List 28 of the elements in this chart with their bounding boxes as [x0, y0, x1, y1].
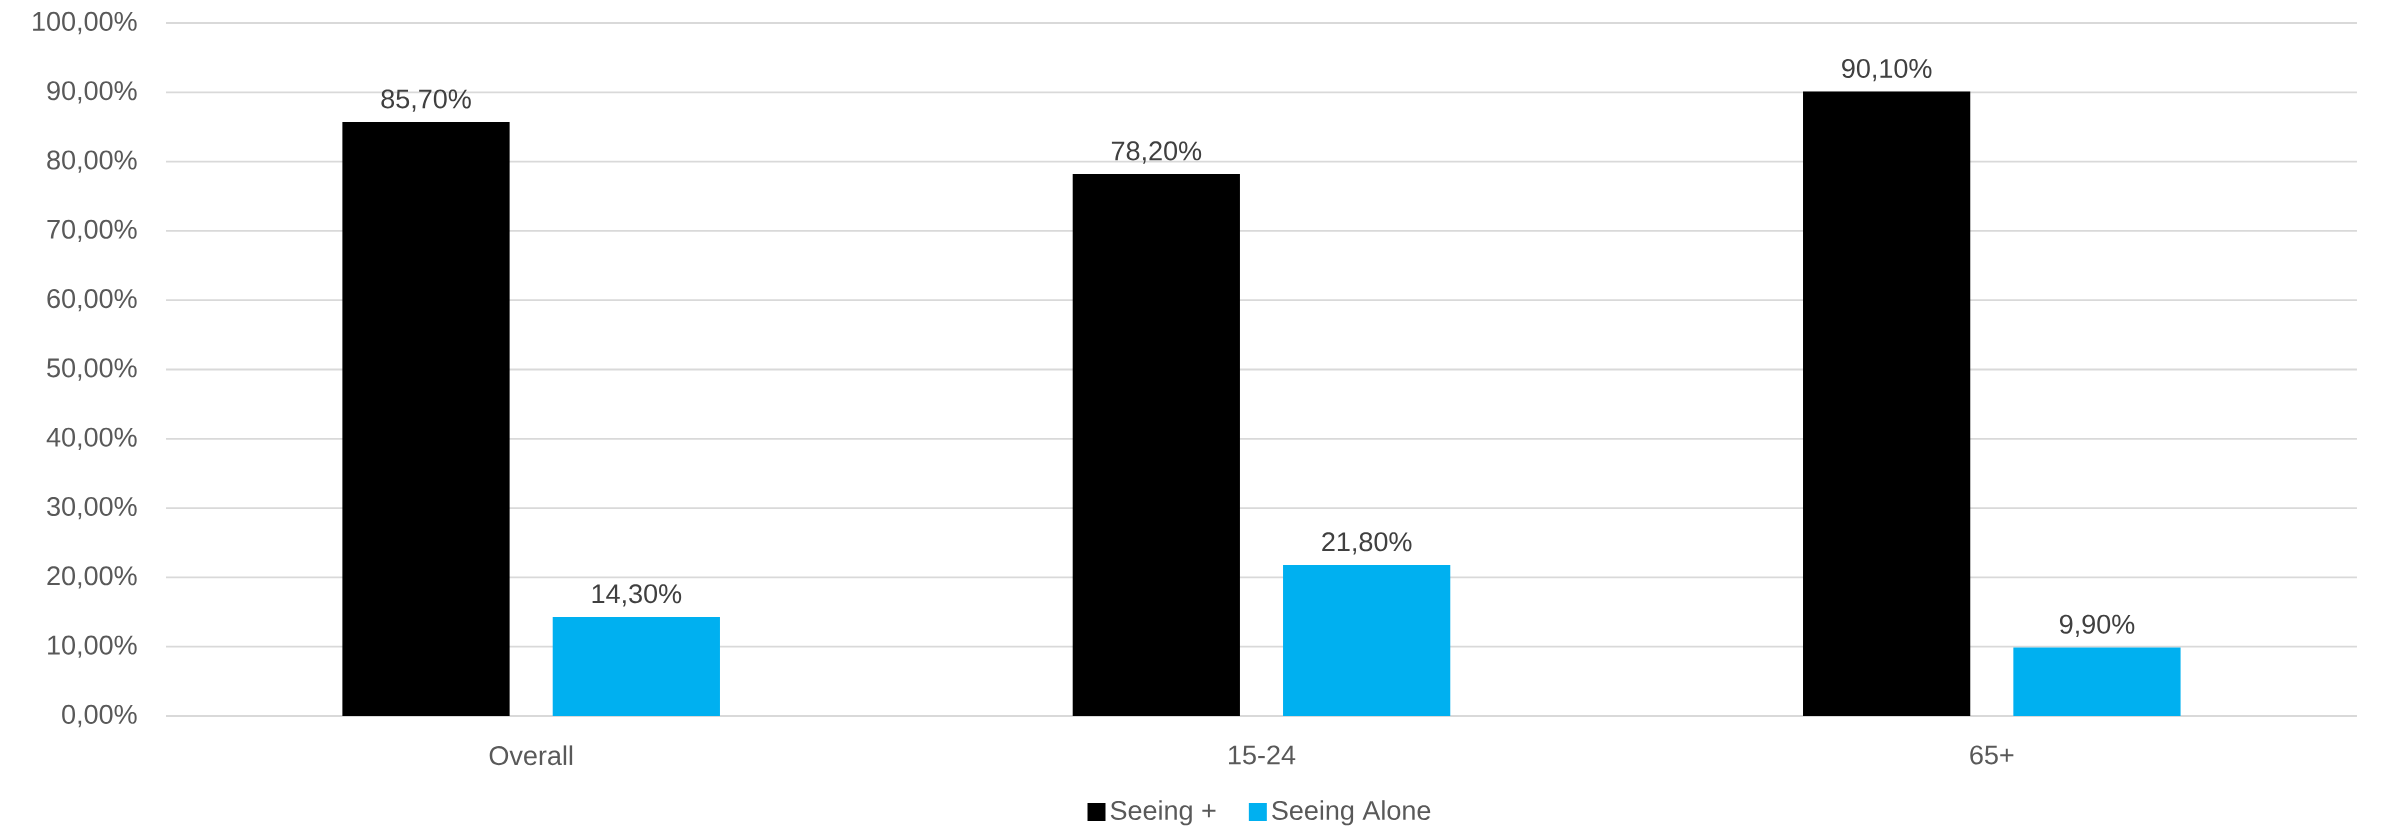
data-label: 21,80%	[1322, 532, 1412, 555]
bar	[1283, 564, 1451, 716]
x-tick-label: Overall	[489, 745, 573, 766]
y-tick-label: 50,00%	[47, 358, 137, 381]
bar	[342, 122, 510, 716]
y-tick-label: 20,00%	[47, 566, 137, 589]
legend-label: Seeing +	[1110, 800, 1216, 826]
bar	[552, 616, 720, 716]
data-label: 78,20%	[1111, 141, 1202, 164]
y-tick-label: 0,00%	[62, 704, 137, 728]
y-tick-label: 80,00%	[47, 150, 137, 173]
y-tick-label: 90,00%	[47, 81, 137, 104]
bar	[2013, 647, 2181, 716]
y-tick-label: 70,00%	[47, 219, 137, 243]
legend-label: Seeing Alone	[1272, 800, 1431, 826]
x-tick-label: 65+	[1970, 745, 2014, 765]
bar	[1072, 174, 1240, 716]
data-label: 90,10%	[1842, 58, 1932, 82]
data-label: 85,70%	[381, 89, 471, 112]
y-tick-label: 10,00%	[48, 635, 137, 658]
bar	[1803, 91, 1971, 716]
y-tick-label: 30,00%	[47, 496, 137, 520]
y-tick-label: 60,00%	[47, 289, 137, 312]
x-tick-label: 15-24	[1229, 745, 1296, 765]
data-label: 14,30%	[592, 584, 682, 607]
y-tick-label: 100,00%	[33, 11, 137, 35]
data-label: 9,90%	[2059, 614, 2135, 637]
y-tick-label: 40,00%	[46, 427, 137, 450]
